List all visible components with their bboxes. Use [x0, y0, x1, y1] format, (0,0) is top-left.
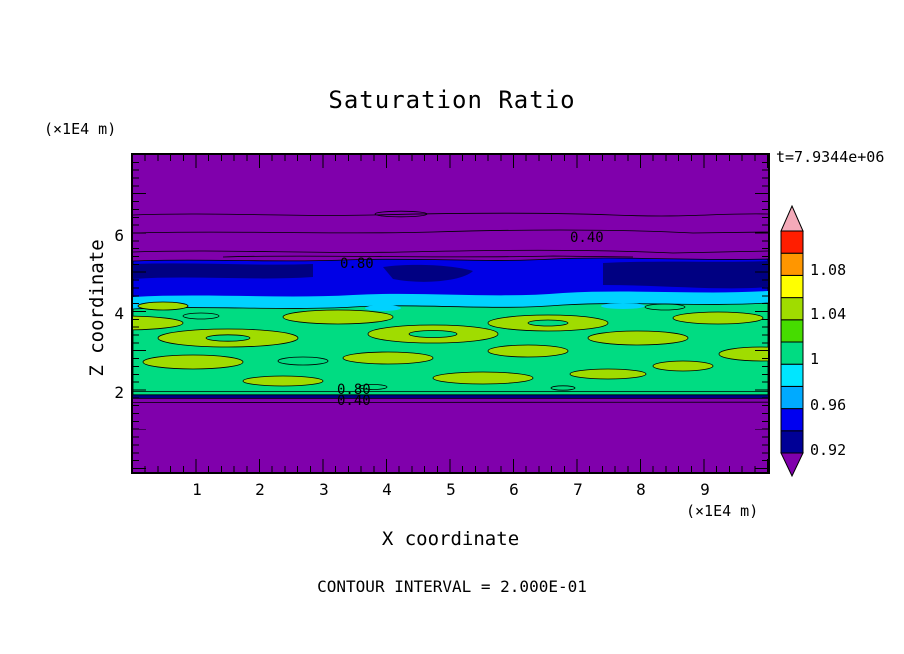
z-tick-label-2: 2: [114, 383, 124, 402]
contour-label-lower-080: 0.80: [337, 382, 371, 398]
page-title: Saturation Ratio: [328, 86, 576, 114]
colorbar-over-triangle: [780, 205, 804, 232]
colorbar-label-092: 0.92: [810, 441, 847, 459]
navy-patches: [133, 261, 768, 289]
contour-label-upper-080: 0.80: [340, 256, 374, 272]
x-tick-label-6: 6: [509, 480, 519, 499]
x-tick-label-3: 3: [319, 480, 329, 499]
small-contour-rings: [182, 303, 686, 391]
cyan-specks: [365, 303, 645, 311]
colorbar-label-108: 1.08: [810, 261, 847, 279]
upper-contour-lines: [133, 210, 768, 258]
contour-interval-label: CONTOUR INTERVAL = 2.000E-01: [317, 577, 587, 596]
colorbar-under-triangle: [780, 452, 804, 477]
time-label: t=7.9344e+06: [776, 148, 885, 166]
contour-label-upper-040: 0.40: [570, 230, 604, 246]
colorbar-label-096: 0.96: [810, 396, 847, 414]
lower-boundary: [133, 391, 768, 472]
z-tick-label-6: 6: [114, 226, 124, 245]
x-tick-label-2: 2: [255, 480, 265, 499]
z-axis-unit-label: (×1E4 m): [44, 120, 117, 138]
z-tick-label-4: 4: [114, 304, 124, 323]
contour-field: [133, 155, 768, 472]
cyan-band: [133, 291, 768, 313]
colorbar: [780, 205, 804, 477]
x-tick-label-8: 8: [636, 480, 646, 499]
contour-label-lower-040: 0.40: [337, 393, 371, 409]
x-tick-label-9: 9: [700, 480, 710, 499]
colorbar-label-104: 1.04: [810, 305, 847, 323]
x-tick-label-1: 1: [192, 480, 202, 499]
x-tick-label-5: 5: [446, 480, 456, 499]
x-axis-label: X coordinate: [381, 528, 520, 550]
plot-area: [131, 153, 770, 474]
green-holes: [205, 319, 569, 342]
x-tick-label-4: 4: [382, 480, 392, 499]
colorbar-segments: [780, 230, 804, 454]
x-axis-unit-label: (×1E4 m): [686, 502, 759, 520]
x-tick-label-7: 7: [573, 480, 583, 499]
colorbar-label-100: 1: [810, 350, 820, 368]
